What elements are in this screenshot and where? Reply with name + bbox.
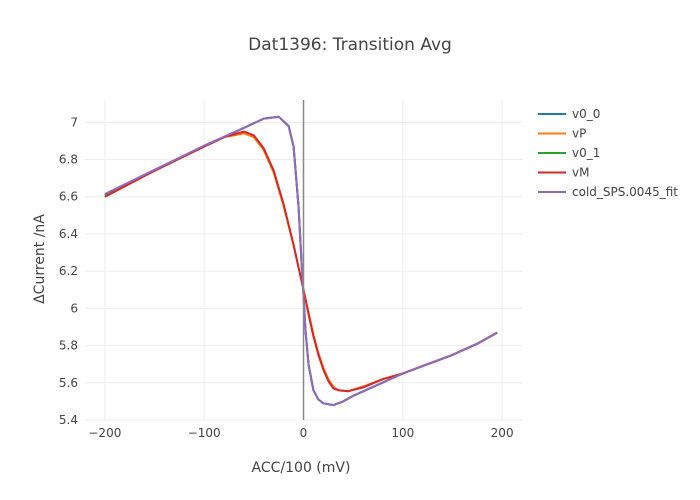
x-tick-label: 0 [300, 426, 308, 440]
y-tick-label: 6.6 [59, 190, 78, 204]
x-tick-label: −100 [188, 426, 221, 440]
y-axis-label: ΔCurrent /nA [32, 214, 48, 304]
x-axis-label: ACC/100 (mV) [252, 460, 351, 476]
series-line-cold-sps-0045-fit [104, 115, 498, 407]
y-tick-label: 7 [70, 115, 78, 129]
y-tick-label: 6.8 [59, 153, 78, 167]
y-tick-label: 5.4 [59, 413, 78, 427]
y-tick-label: 6.2 [59, 264, 78, 278]
x-axis: −200 −100 0 100 200 [88, 426, 513, 440]
legend-label: vP [572, 127, 586, 141]
x-tick-label: −200 [88, 426, 121, 440]
x-tick-label: 100 [391, 426, 414, 440]
legend-label: vM [572, 166, 589, 180]
y-tick-label: 5.8 [59, 339, 78, 353]
y-axis: 5.4 5.6 5.8 6 6.2 6.4 6.6 6.8 7 [59, 115, 78, 427]
y-tick-label: 6.4 [59, 227, 78, 241]
y-tick-label: 6 [70, 301, 78, 315]
x-tick-label: 200 [491, 426, 514, 440]
legend: v0_0 vP v0_1 vM cold_SPS.0045_fit [538, 107, 678, 199]
plot-area [104, 100, 498, 420]
y-tick-label: 5.6 [59, 376, 78, 390]
legend-label: cold_SPS.0045_fit [572, 185, 678, 199]
chart-title: Dat1396: Transition Avg [248, 35, 452, 55]
legend-label: v0_1 [572, 146, 600, 160]
legend-label: v0_0 [572, 107, 600, 121]
